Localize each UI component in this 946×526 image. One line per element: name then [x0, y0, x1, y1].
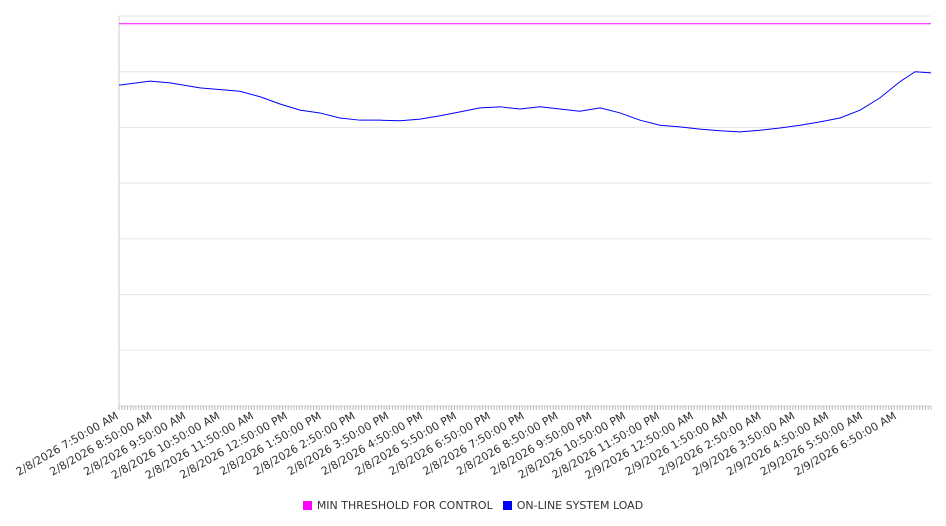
line-chart: 2/8/2026 7:50:00 AM2/8/2026 8:50:00 AM2/… — [14, 15, 932, 482]
legend-item-load[interactable]: ON-LINE SYSTEM LOAD — [502, 499, 644, 512]
legend-label: MIN THRESHOLD FOR CONTROL — [316, 499, 493, 512]
legend-swatch — [502, 501, 512, 510]
legend-item-threshold[interactable]: MIN THRESHOLD FOR CONTROL — [302, 499, 493, 512]
legend: MIN THRESHOLD FOR CONTROL ON-LINE SYSTEM… — [0, 499, 946, 512]
series-line — [118, 71, 932, 133]
legend-swatch — [302, 501, 312, 510]
legend-label: ON-LINE SYSTEM LOAD — [516, 499, 644, 512]
